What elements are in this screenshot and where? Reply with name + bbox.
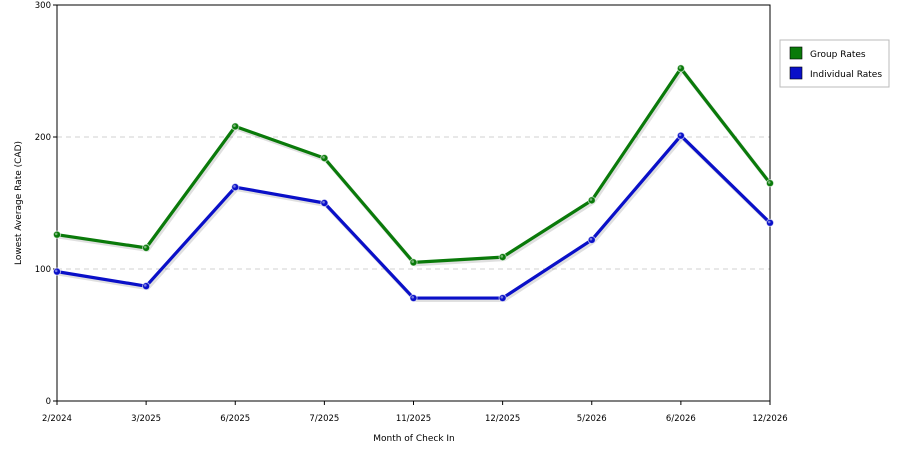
data-point-highlight [500, 255, 504, 258]
data-point [52, 230, 62, 239]
x-tick-label: 6/2026 [666, 414, 696, 424]
x-tick-label: 5/2026 [577, 414, 607, 424]
data-point-highlight [411, 295, 415, 299]
data-point-highlight [589, 237, 593, 241]
data-point [676, 64, 685, 73]
x-tick-label: 2/2024 [42, 414, 72, 424]
y-tick-label: 300 [35, 1, 51, 11]
data-point-highlight [233, 185, 236, 188]
axes [56, 4, 771, 402]
data-point-highlight [678, 66, 682, 69]
data-point [320, 154, 329, 163]
series-line [55, 66, 772, 264]
data-point-highlight [678, 133, 682, 137]
x-tick-label: 3/2025 [131, 414, 161, 424]
y-axis-title: Lowest Average Rate (CAD) [14, 141, 24, 265]
legend: Group Rates Individual Rates [779, 39, 890, 88]
data-point [676, 131, 685, 140]
legend-swatch-individual-rates [789, 66, 803, 80]
y-tick-label: 100 [35, 265, 51, 275]
legend-swatch-group-rates [789, 46, 803, 60]
data-point [409, 258, 418, 267]
data-point [409, 293, 418, 303]
data-point [231, 183, 240, 192]
legend-label-group-rates: Group Rates [810, 50, 866, 60]
data-point-highlight [144, 245, 147, 249]
data-point-highlight [54, 232, 58, 236]
y-tick-label: 200 [35, 133, 51, 143]
x-tick-label: 12/2026 [752, 414, 787, 424]
data-point-highlight [233, 124, 236, 127]
series-0 [52, 64, 775, 267]
data-point [498, 253, 507, 262]
series-lines [52, 64, 775, 303]
x-axis-title: Month of Check In [373, 434, 455, 444]
series-1 [52, 131, 775, 303]
data-point [587, 196, 596, 205]
data-point [765, 179, 775, 188]
data-point-highlight [54, 269, 58, 273]
data-point [765, 218, 775, 227]
x-tick-label: 6/2025 [220, 414, 250, 424]
x-axis-ticks: 2/2024 3/2025 6/2025 7/2025 11/2025 12/2025 5/… [42, 401, 788, 424]
data-point-highlight [322, 200, 325, 204]
series-line-shadow [58, 68, 774, 267]
data-point [142, 243, 151, 252]
data-point [498, 293, 507, 303]
data-point [587, 235, 596, 245]
gridlines [57, 136, 770, 270]
x-tick-label: 12/2025 [485, 414, 520, 424]
data-point-highlight [144, 284, 147, 287]
x-tick-label: 7/2025 [309, 414, 339, 424]
data-point-highlight [411, 260, 415, 263]
data-point-highlight [767, 220, 771, 224]
data-point-highlight [767, 181, 771, 184]
data-point [231, 122, 240, 131]
data-point [320, 198, 329, 208]
data-point-highlight [589, 198, 593, 201]
y-axis-ticks: 0 100 200 300 [35, 1, 57, 407]
data-point-highlight [500, 295, 504, 299]
data-point-highlight [322, 156, 325, 159]
y-tick-label: 0 [46, 397, 51, 407]
legend-label-individual-rates: Individual Rates [810, 70, 882, 80]
data-point [52, 267, 62, 276]
plot-area-frame [56, 4, 771, 402]
x-tick-label: 11/2025 [396, 414, 431, 424]
data-point [142, 282, 151, 291]
